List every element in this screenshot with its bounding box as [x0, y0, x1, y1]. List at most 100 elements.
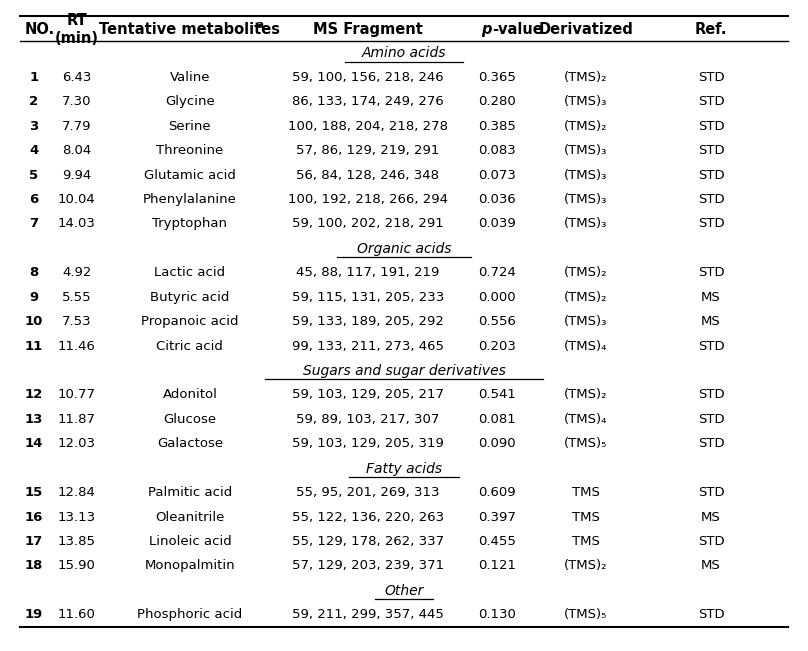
Text: 57, 86, 129, 219, 291: 57, 86, 129, 219, 291	[296, 144, 440, 157]
Text: 11.87: 11.87	[57, 413, 96, 426]
Text: 59, 100, 156, 218, 246: 59, 100, 156, 218, 246	[292, 71, 444, 84]
Text: (TMS)₄: (TMS)₄	[564, 413, 608, 426]
Text: 5.55: 5.55	[62, 291, 91, 304]
Text: 8: 8	[29, 266, 39, 279]
Text: Tryptophan: Tryptophan	[153, 217, 227, 230]
Text: 16: 16	[25, 510, 43, 523]
Text: 11.60: 11.60	[58, 608, 95, 621]
Text: Galactose: Galactose	[157, 437, 223, 450]
Text: 18: 18	[25, 559, 43, 572]
Text: 4.92: 4.92	[62, 266, 91, 279]
Text: MS: MS	[701, 559, 721, 572]
Text: 1: 1	[29, 71, 39, 84]
Text: Phosphoric acid: Phosphoric acid	[137, 608, 242, 621]
Text: 99, 133, 211, 273, 465: 99, 133, 211, 273, 465	[292, 340, 444, 353]
Text: 14: 14	[25, 437, 43, 450]
Text: Derivatized: Derivatized	[538, 22, 633, 37]
Text: 12.03: 12.03	[57, 437, 96, 450]
Text: 59, 211, 299, 357, 445: 59, 211, 299, 357, 445	[292, 608, 444, 621]
Text: STD: STD	[698, 535, 724, 548]
Text: Propanoic acid: Propanoic acid	[141, 315, 238, 328]
Text: 6.43: 6.43	[62, 71, 91, 84]
Text: 3: 3	[29, 120, 39, 133]
Text: Phenylalanine: Phenylalanine	[143, 193, 237, 206]
Text: Fatty acids: Fatty acids	[366, 462, 442, 476]
Text: 2: 2	[29, 95, 39, 108]
Text: 10.77: 10.77	[57, 389, 96, 402]
Text: Linoleic acid: Linoleic acid	[149, 535, 231, 548]
Text: (TMS)₂: (TMS)₂	[564, 71, 608, 84]
Text: Serine: Serine	[169, 120, 211, 133]
Text: Adonitol: Adonitol	[162, 389, 217, 402]
Text: 7: 7	[29, 217, 39, 230]
Text: MS Fragment: MS Fragment	[313, 22, 423, 37]
Text: 57, 129, 203, 239, 371: 57, 129, 203, 239, 371	[292, 559, 444, 572]
Text: 100, 192, 218, 266, 294: 100, 192, 218, 266, 294	[288, 193, 448, 206]
Text: 59, 89, 103, 217, 307: 59, 89, 103, 217, 307	[296, 413, 440, 426]
Text: 0.541: 0.541	[478, 389, 516, 402]
Text: 59, 115, 131, 205, 233: 59, 115, 131, 205, 233	[292, 291, 444, 304]
Text: 0.000: 0.000	[478, 291, 516, 304]
Text: STD: STD	[698, 389, 724, 402]
Text: Glucose: Glucose	[163, 413, 217, 426]
Text: (TMS)₄: (TMS)₄	[564, 340, 608, 353]
Text: 55, 129, 178, 262, 337: 55, 129, 178, 262, 337	[292, 535, 444, 548]
Text: MS: MS	[701, 291, 721, 304]
Text: Citric acid: Citric acid	[157, 340, 223, 353]
Text: 12: 12	[25, 389, 43, 402]
Text: MS: MS	[701, 315, 721, 328]
Text: Amino acids: Amino acids	[362, 46, 446, 61]
Text: 0.609: 0.609	[478, 486, 516, 499]
Text: (TMS)₃: (TMS)₃	[564, 193, 608, 206]
Text: 0.365: 0.365	[478, 71, 516, 84]
Text: NO.: NO.	[24, 22, 54, 37]
Text: -value: -value	[492, 22, 543, 37]
Text: 15.90: 15.90	[58, 559, 95, 572]
Text: Tentative metabolites: Tentative metabolites	[99, 22, 280, 37]
Text: TMS: TMS	[572, 510, 600, 523]
Text: 0.036: 0.036	[478, 193, 516, 206]
Text: 55, 122, 136, 220, 263: 55, 122, 136, 220, 263	[292, 510, 444, 523]
Text: 13.85: 13.85	[57, 535, 96, 548]
Text: 12.84: 12.84	[58, 486, 95, 499]
Text: 5: 5	[29, 169, 39, 182]
Text: 0.397: 0.397	[478, 510, 516, 523]
Text: 10: 10	[25, 315, 43, 328]
Text: 56, 84, 128, 246, 348: 56, 84, 128, 246, 348	[297, 169, 439, 182]
Text: Threonine: Threonine	[156, 144, 224, 157]
Text: 15: 15	[25, 486, 43, 499]
Text: 7.79: 7.79	[62, 120, 91, 133]
Text: 13: 13	[25, 413, 43, 426]
Text: 19: 19	[25, 608, 43, 621]
Text: (TMS)₂: (TMS)₂	[564, 120, 608, 133]
Text: Monopalmitin: Monopalmitin	[145, 559, 235, 572]
Text: 59, 133, 189, 205, 292: 59, 133, 189, 205, 292	[292, 315, 444, 328]
Text: 59, 103, 129, 205, 319: 59, 103, 129, 205, 319	[292, 437, 444, 450]
Text: TMS: TMS	[572, 535, 600, 548]
Text: 0.081: 0.081	[478, 413, 516, 426]
Text: 13.13: 13.13	[57, 510, 96, 523]
Text: 0.090: 0.090	[478, 437, 516, 450]
Text: 9.94: 9.94	[62, 169, 91, 182]
Text: STD: STD	[698, 95, 724, 108]
Text: Palmitic acid: Palmitic acid	[148, 486, 232, 499]
Text: 59, 100, 202, 218, 291: 59, 100, 202, 218, 291	[292, 217, 444, 230]
Text: 0.121: 0.121	[478, 559, 516, 572]
Text: Other: Other	[385, 584, 423, 598]
Text: 14.03: 14.03	[58, 217, 95, 230]
Text: (TMS)₃: (TMS)₃	[564, 217, 608, 230]
Text: STD: STD	[698, 169, 724, 182]
Text: Ref.: Ref.	[695, 22, 727, 37]
Text: 59, 103, 129, 205, 217: 59, 103, 129, 205, 217	[292, 389, 444, 402]
Text: STD: STD	[698, 413, 724, 426]
Text: Butyric acid: Butyric acid	[150, 291, 229, 304]
Text: STD: STD	[698, 608, 724, 621]
Text: 0.130: 0.130	[478, 608, 516, 621]
Text: (TMS)₂: (TMS)₂	[564, 389, 608, 402]
Text: 0.556: 0.556	[478, 315, 516, 328]
Text: (TMS)₅: (TMS)₅	[564, 437, 608, 450]
Text: STD: STD	[698, 486, 724, 499]
Text: STD: STD	[698, 144, 724, 157]
Text: 0.039: 0.039	[478, 217, 516, 230]
Text: 4: 4	[29, 144, 39, 157]
